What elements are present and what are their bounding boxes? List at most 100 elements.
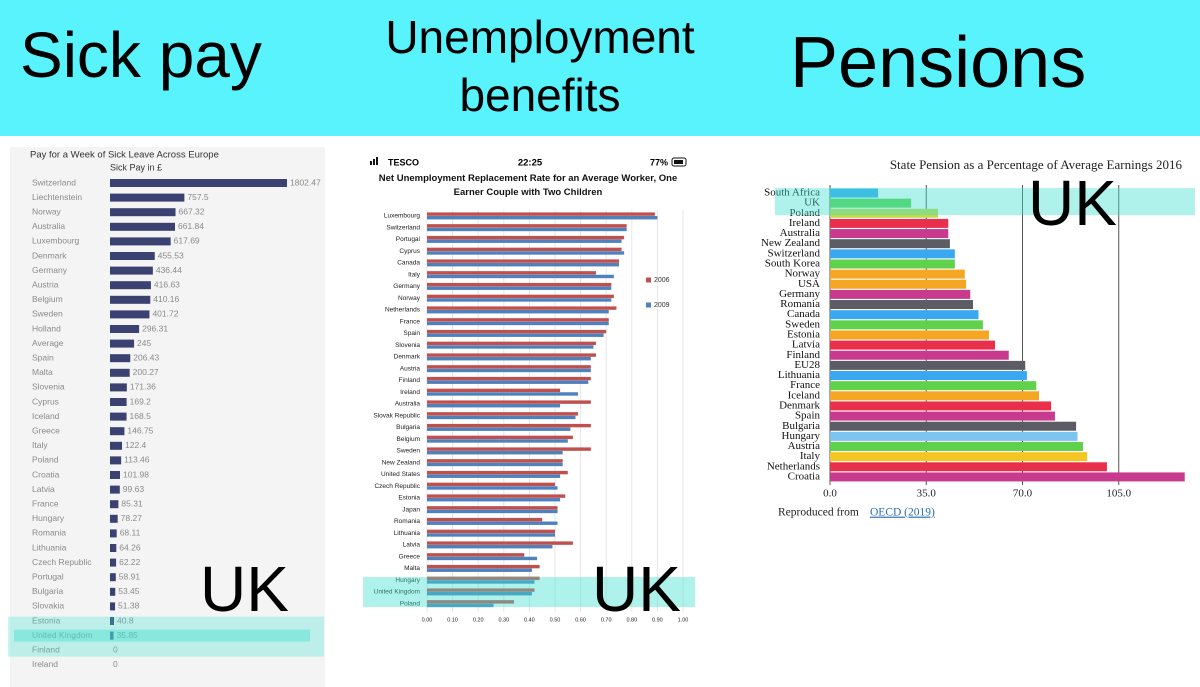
y-tick-label: Finland — [786, 349, 820, 361]
y-tick-label: Japan — [402, 506, 420, 513]
y-tick-label: New Zealand — [382, 459, 421, 466]
bar — [427, 603, 494, 608]
bar — [427, 274, 614, 279]
bar — [110, 325, 140, 333]
bar — [830, 279, 967, 289]
bar — [110, 617, 115, 625]
value-label: 661.84 — [178, 221, 204, 231]
y-tick-label: Netherlands — [385, 307, 421, 314]
y-tick-label: Iceland — [32, 411, 60, 421]
bar — [830, 188, 879, 198]
y-tick-label: Luxembourg — [32, 236, 80, 246]
y-tick-label: Norway — [398, 295, 421, 302]
bar — [427, 459, 563, 463]
bar — [427, 541, 573, 545]
y-tick-label: South Africa — [764, 187, 820, 199]
bar — [427, 556, 538, 561]
y-tick-label: Norway — [785, 268, 821, 280]
legend-label: 2006 — [654, 277, 670, 284]
x-tick-label: 0.30 — [498, 617, 509, 623]
bar — [110, 544, 117, 552]
x-tick-label: 35.0 — [917, 488, 937, 500]
y-tick-label: Croatia — [32, 469, 60, 479]
bar — [110, 179, 287, 187]
bar — [110, 573, 116, 582]
bar — [427, 439, 568, 443]
annotation: UK — [1028, 167, 1117, 239]
y-tick-label: Lithuania — [32, 542, 67, 552]
bar — [110, 310, 150, 319]
carrier: TESCO — [388, 157, 419, 167]
y-tick-label: Germany — [393, 283, 420, 290]
bar — [427, 259, 619, 263]
y-tick-label: Romania — [780, 298, 820, 310]
x-tick-label: 0.70 — [601, 617, 612, 623]
bar — [830, 239, 950, 249]
bar — [427, 380, 589, 384]
bar — [427, 435, 573, 440]
highlight — [363, 577, 695, 607]
bar — [427, 263, 619, 267]
bar — [110, 383, 127, 392]
y-tick-label: Norway — [32, 206, 62, 216]
chart-subtitle: Sick Pay in £ — [110, 162, 162, 172]
bar — [110, 266, 153, 275]
value-label: 169.2 — [130, 396, 152, 406]
x-tick-label: 0.50 — [550, 617, 561, 623]
value-label: 113.46 — [124, 455, 150, 465]
y-tick-label: Austria — [32, 279, 59, 289]
y-tick-label: Switzerland — [32, 177, 76, 187]
y-tick-label: Italy — [800, 450, 821, 462]
x-tick-label: 0.80 — [626, 617, 637, 623]
bar — [427, 310, 609, 314]
y-tick-label: Estonia — [787, 328, 820, 340]
bar — [830, 411, 1055, 421]
y-tick-label: Latvia — [403, 542, 421, 549]
bar — [427, 498, 561, 502]
bar — [427, 486, 558, 490]
bar — [830, 340, 995, 350]
bar — [427, 470, 568, 475]
highlight — [14, 629, 310, 642]
y-tick-label: Romania — [32, 528, 66, 538]
banner — [0, 0, 1200, 136]
bar — [110, 485, 120, 494]
bar — [110, 295, 151, 304]
value-label: 757.5 — [187, 192, 209, 202]
y-tick-label: United Kingdom — [374, 589, 420, 596]
y-tick-label: United Kingdom — [32, 630, 92, 640]
bar — [830, 229, 949, 239]
y-tick-label: France — [400, 318, 421, 325]
y-tick-label: Austria — [788, 440, 821, 452]
bar — [830, 431, 1078, 441]
y-tick-label: Ireland — [400, 389, 420, 396]
value-label: 245 — [137, 338, 151, 348]
bar — [427, 580, 535, 584]
y-tick-label: Denmark — [32, 250, 67, 260]
bar — [427, 517, 543, 522]
bar — [830, 442, 1083, 451]
source-link[interactable]: OECD (2019) — [870, 507, 935, 519]
y-tick-label: Romania — [394, 518, 420, 525]
bar — [110, 558, 117, 567]
y-tick-label: Ireland — [789, 217, 821, 229]
value-label: 99.63 — [123, 484, 145, 494]
bar — [427, 239, 622, 243]
x-tick-label: 105.0 — [1106, 488, 1131, 500]
bar — [427, 251, 625, 255]
value-label: 410.16 — [153, 294, 179, 304]
bar — [427, 376, 591, 381]
x-tick-label: 0.60 — [575, 617, 586, 623]
y-tick-label: Bulgaria — [782, 420, 820, 432]
source-text: Reproduced from — [778, 507, 859, 519]
y-tick-label: UK — [804, 197, 820, 209]
y-tick-label: Iceland — [788, 389, 821, 401]
value-label: 64.26 — [119, 542, 141, 552]
bar — [830, 208, 939, 218]
bar — [427, 576, 540, 581]
y-tick-label: Malta — [32, 367, 53, 377]
x-tick-label: 0.0 — [823, 488, 837, 500]
y-tick-label: Slovenia — [395, 342, 420, 349]
bar — [830, 249, 955, 259]
bar — [427, 341, 596, 346]
